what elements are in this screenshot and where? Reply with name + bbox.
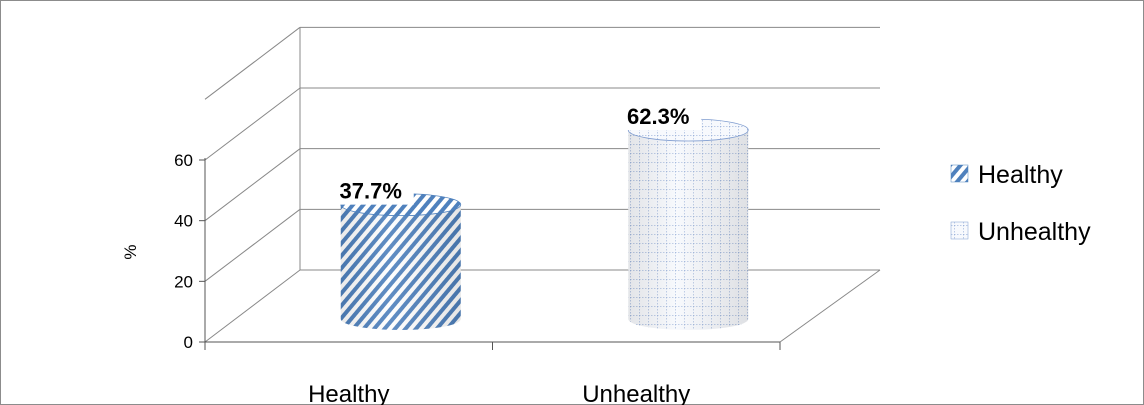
- y-tick-label: 60: [174, 151, 193, 170]
- data-label-bg: [327, 176, 414, 205]
- category-labels: Healthy Unhealthy: [308, 381, 690, 405]
- legend-swatch-unhealthy: [950, 221, 969, 240]
- legend-label-healthy: Healthy: [978, 161, 1063, 189]
- legend-label-unhealthy: Unhealthy: [978, 218, 1091, 246]
- floor-edge: [779, 269, 881, 343]
- cylinder-shade-unhealthy: [628, 130, 749, 330]
- gridlines: [204, 26, 881, 343]
- bars: [340, 118, 749, 330]
- cylinder-shade-healthy: [340, 204, 461, 330]
- side-wall-gridline: [204, 87, 301, 161]
- data-label-unhealthy: 62.3%: [627, 104, 689, 129]
- side-wall-gridline: [204, 148, 301, 222]
- side-wall-gridline: [204, 26, 301, 100]
- data-label-bg: [615, 102, 702, 131]
- data-label-healthy: 37.7%: [340, 179, 402, 204]
- side-wall-gridline: [204, 208, 301, 282]
- axes: [199, 158, 781, 350]
- y-tick-label: 20: [174, 272, 193, 291]
- category-label-healthy: Healthy: [308, 381, 389, 405]
- y-axis-label: %: [121, 244, 140, 259]
- legend-swatch-healthy: [950, 164, 969, 183]
- category-label-unhealthy: Unhealthy: [582, 381, 690, 405]
- data-labels: 37.7% 62.3%: [327, 102, 702, 205]
- side-wall-gridline: [204, 269, 301, 343]
- y-tick-label: 40: [174, 212, 193, 231]
- y-tick-label: 0: [184, 333, 193, 352]
- legend: Healthy Unhealthy: [950, 161, 1091, 246]
- y-tick-labels: 0 20 40 60: [174, 151, 193, 352]
